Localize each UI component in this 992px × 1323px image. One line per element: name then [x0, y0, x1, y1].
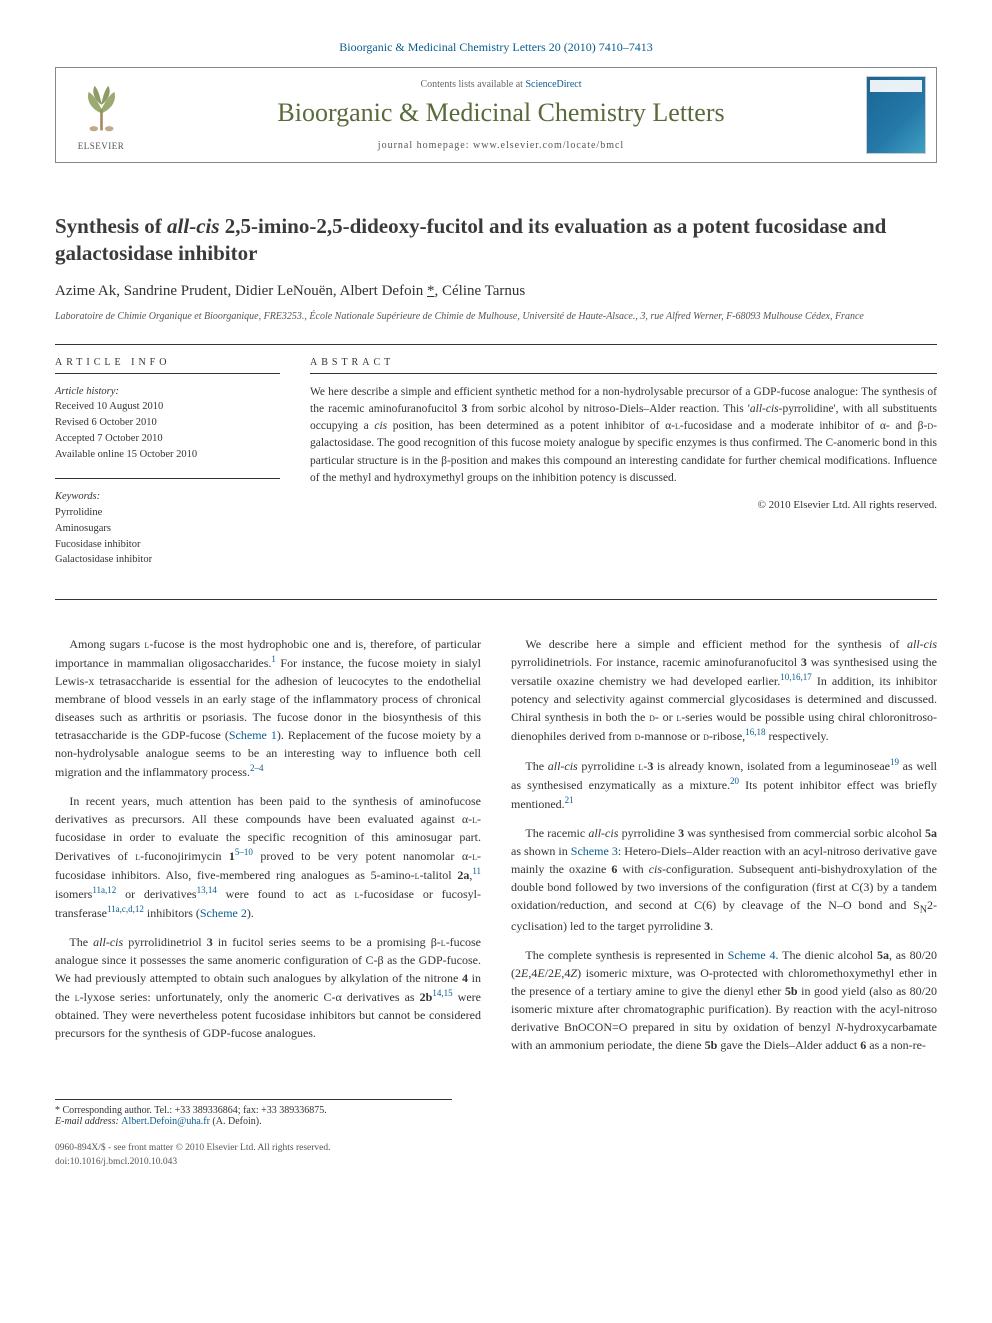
- corresponding-tel: * Corresponding author. Tel.: +33 389336…: [55, 1105, 452, 1116]
- ref-link[interactable]: 16,18: [745, 727, 765, 737]
- article-info-heading: ARTICLE INFO: [55, 357, 280, 374]
- keyword: Galactosidase inhibitor: [55, 552, 280, 568]
- article-info-column: ARTICLE INFO Article history: Received 1…: [55, 357, 280, 585]
- history-block: Article history: Received 10 August 2010…: [55, 384, 280, 463]
- body-para: The all-cis pyrrolidine l-3 is already k…: [511, 756, 937, 813]
- homepage-url[interactable]: www.elsevier.com/locate/bmcl: [473, 140, 624, 151]
- ref-link[interactable]: 11: [472, 866, 481, 876]
- footer-doi: doi:10.1016/j.bmcl.2010.10.043: [55, 1156, 937, 1169]
- abstract-text: We here describe a simple and efficient …: [310, 384, 937, 488]
- footer-front-matter: 0960-894X/$ - see front matter © 2010 El…: [55, 1142, 937, 1155]
- ref-link[interactable]: 11a,c,d,12: [107, 904, 144, 914]
- publisher-name: ELSEVIER: [78, 141, 125, 151]
- keywords-block: Keywords: Pyrrolidine Aminosugars Fucosi…: [55, 489, 280, 568]
- scheme-link[interactable]: Scheme 4: [728, 948, 776, 962]
- publisher-logo-cell: ELSEVIER: [56, 68, 146, 162]
- top-rule: [55, 344, 937, 345]
- ref-link[interactable]: 5–10: [235, 847, 253, 857]
- elsevier-tree-icon: [74, 79, 129, 139]
- affiliation: Laboratoire de Chimie Organique et Bioor…: [55, 310, 937, 324]
- scheme-link[interactable]: Scheme 3: [571, 844, 618, 858]
- abstract-bottom-rule: [55, 599, 937, 600]
- homepage-label: journal homepage:: [378, 140, 473, 151]
- ref-link[interactable]: 21: [565, 795, 574, 805]
- history-accepted: Accepted 7 October 2010: [55, 431, 280, 447]
- history-revised: Revised 6 October 2010: [55, 415, 280, 431]
- journal-title: Bioorganic & Medicinal Chemistry Letters: [277, 98, 724, 128]
- info-abstract-row: ARTICLE INFO Article history: Received 1…: [55, 357, 937, 585]
- abstract-column: ABSTRACT We here describe a simple and e…: [310, 357, 937, 585]
- contents-prefix: Contents lists available at: [420, 79, 525, 90]
- abstract-copyright: © 2010 Elsevier Ltd. All rights reserved…: [310, 499, 937, 511]
- contents-availability: Contents lists available at ScienceDirec…: [420, 79, 581, 90]
- ref-link[interactable]: 14,15: [432, 988, 452, 998]
- page-footer: 0960-894X/$ - see front matter © 2010 El…: [55, 1142, 937, 1169]
- cover-thumbnail-cell: [856, 68, 936, 162]
- corresponding-star-link[interactable]: *: [427, 283, 435, 299]
- sciencedirect-link[interactable]: ScienceDirect: [525, 79, 581, 90]
- scheme-link[interactable]: Scheme 2: [200, 906, 247, 920]
- body-two-column: Among sugars l-fucose is the most hydrop…: [55, 635, 937, 1059]
- keyword: Pyrrolidine: [55, 505, 280, 521]
- keyword: Fucosidase inhibitor: [55, 537, 280, 553]
- ref-link[interactable]: 1: [271, 654, 276, 664]
- ref-link[interactable]: 10,16,17: [780, 672, 812, 682]
- ref-link[interactable]: 20: [730, 776, 739, 786]
- authors-line: Azime Ak, Sandrine Prudent, Didier LeNou…: [55, 283, 937, 300]
- info-divider: [55, 478, 280, 479]
- paper-title: Synthesis of all-cis 2,5-imino-2,5-dideo…: [55, 213, 937, 268]
- scheme-link[interactable]: Scheme 1: [229, 728, 277, 742]
- email-link[interactable]: Albert.Defoin@uha.fr: [121, 1116, 210, 1127]
- email-suffix: (A. Defoin).: [210, 1116, 262, 1127]
- body-para: The complete synthesis is represented in…: [511, 946, 937, 1054]
- corresponding-email-line: E-mail address: Albert.Defoin@uha.fr (A.…: [55, 1116, 452, 1127]
- body-para: In recent years, much attention has been…: [55, 792, 481, 922]
- body-para: Among sugars l-fucose is the most hydrop…: [55, 635, 481, 781]
- history-online: Available online 15 October 2010: [55, 447, 280, 463]
- ref-link[interactable]: 11a,12: [92, 885, 116, 895]
- email-label: E-mail address:: [55, 1116, 121, 1127]
- body-para: We describe here a simple and efficient …: [511, 635, 937, 745]
- ref-link[interactable]: 19: [890, 757, 899, 767]
- corresponding-author: * Corresponding author. Tel.: +33 389336…: [55, 1099, 452, 1127]
- history-label: Article history:: [55, 384, 280, 400]
- journal-homepage: journal homepage: www.elsevier.com/locat…: [378, 140, 624, 151]
- header-center: Contents lists available at ScienceDirec…: [146, 68, 856, 162]
- ref-link[interactable]: 13,14: [197, 885, 217, 895]
- journal-cover-icon: [866, 76, 926, 154]
- top-citation: Bioorganic & Medicinal Chemistry Letters…: [55, 40, 937, 55]
- keyword: Aminosugars: [55, 521, 280, 537]
- ref-link[interactable]: 2–4: [250, 763, 264, 773]
- abstract-heading: ABSTRACT: [310, 357, 937, 374]
- body-para: The racemic all-cis pyrrolidine 3 was sy…: [511, 824, 937, 935]
- body-para: The all-cis pyrrolidinetriol 3 in fucito…: [55, 933, 481, 1042]
- history-received: Received 10 August 2010: [55, 399, 280, 415]
- keywords-label: Keywords:: [55, 489, 280, 505]
- journal-header: ELSEVIER Contents lists available at Sci…: [55, 67, 937, 163]
